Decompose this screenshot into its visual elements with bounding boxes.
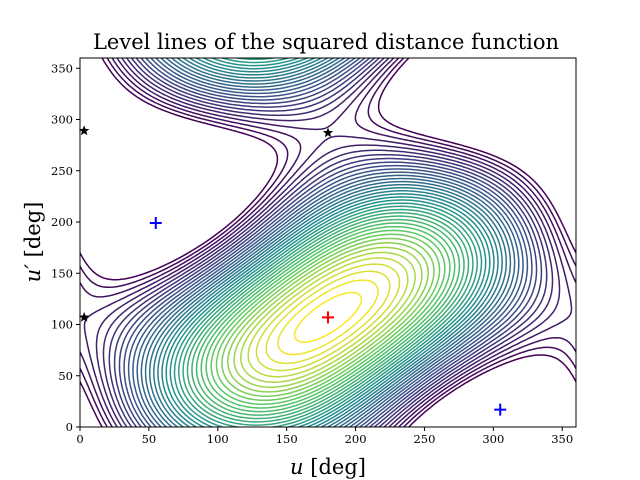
y-tick-label: 50	[58, 369, 73, 383]
contour-level	[191, 215, 465, 420]
contour-level	[227, 242, 429, 393]
x-tick-label: 100	[207, 432, 229, 446]
plus-marker	[149, 217, 162, 230]
y-tick-label: 250	[51, 164, 73, 178]
star-marker	[78, 311, 90, 322]
y-axis-label: u′ [deg]	[21, 202, 45, 283]
x-axis-ticks: 0 50 100 150 200 250 300 350	[76, 427, 573, 446]
marker-layer	[78, 125, 507, 416]
x-axis-label: u [deg]	[290, 455, 366, 479]
contour-level	[144, 58, 512, 427]
contour-level	[136, 58, 520, 427]
y-tick-label: 350	[51, 61, 73, 75]
contour-level	[161, 58, 495, 427]
contour-level	[182, 208, 474, 426]
x-tick-label: 50	[142, 432, 157, 446]
contour-level	[108, 58, 548, 427]
x-axis-unit: [deg]	[304, 455, 366, 479]
contour-level	[200, 222, 456, 413]
contour-level	[169, 58, 487, 427]
plus-marker	[494, 403, 507, 416]
contour-level	[118, 58, 538, 427]
y-tick-label: 100	[51, 318, 73, 332]
x-axis-variable: u	[290, 455, 304, 479]
contour-level	[83, 58, 573, 427]
plot-frame	[79, 57, 577, 428]
x-tick-label: 150	[276, 432, 298, 446]
contour-level	[178, 58, 478, 427]
contour-level	[255, 263, 401, 372]
x-tick-label: 250	[413, 432, 435, 446]
contour-level	[153, 58, 503, 427]
contour-level	[247, 257, 409, 378]
contour-level	[210, 229, 446, 405]
contour-level	[80, 58, 576, 427]
contour-level	[265, 270, 391, 365]
contour-level	[102, 58, 554, 427]
y-axis-unit: [deg]	[21, 202, 45, 264]
contour-level	[293, 291, 363, 343]
y-tick-label: 200	[51, 215, 73, 229]
contour-level	[240, 251, 416, 383]
contour-level	[132, 58, 524, 427]
contour-level	[80, 58, 576, 427]
x-tick-label: 350	[551, 432, 573, 446]
contour-level	[186, 212, 470, 423]
contour-level	[233, 246, 423, 388]
contour-lines	[80, 58, 576, 427]
star-marker	[322, 127, 334, 138]
contour-level	[195, 218, 461, 416]
contour-level	[113, 58, 543, 427]
chart-title: Level lines of the squared distance func…	[93, 30, 559, 54]
contour-level	[221, 237, 435, 397]
contour-level	[165, 58, 491, 427]
contour-level	[215, 233, 441, 402]
star-marker	[78, 125, 90, 136]
contour-level	[173, 58, 483, 427]
contour-level	[123, 58, 533, 427]
x-tick-label: 300	[482, 432, 504, 446]
y-tick-label: 150	[51, 266, 73, 280]
contour-level	[148, 58, 508, 427]
contour-level	[205, 225, 451, 409]
y-axis-ticks: 0 50 100 150 200 250 300 350	[51, 61, 80, 434]
contour-level	[140, 58, 516, 427]
y-tick-label: 0	[66, 420, 73, 434]
y-tick-label: 300	[51, 113, 73, 127]
y-axis-variable: u′	[21, 264, 45, 283]
contour-level	[80, 58, 576, 427]
contour-level	[277, 279, 379, 356]
contour-level	[95, 58, 561, 427]
contour-level	[127, 58, 529, 427]
x-tick-label: 0	[76, 432, 83, 446]
x-tick-label: 200	[345, 432, 367, 446]
contour-level	[157, 58, 499, 427]
plus-marker	[322, 311, 334, 324]
